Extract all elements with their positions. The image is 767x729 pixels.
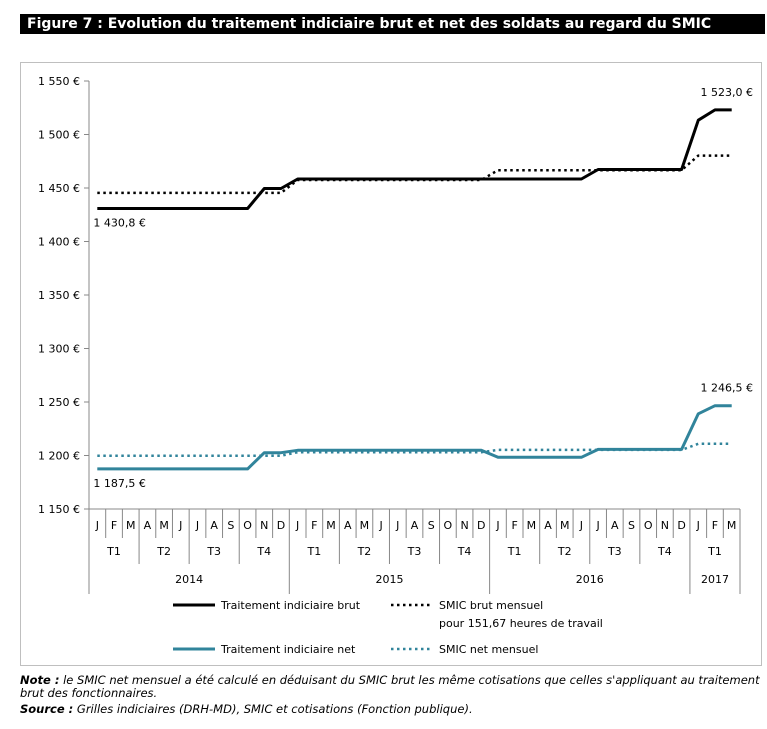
year-label: 2015 — [375, 573, 403, 586]
month-label: S — [628, 519, 635, 532]
month-label: O — [243, 519, 252, 532]
source-text: Grilles indiciaires (DRH-MD), SMIC et co… — [73, 702, 473, 716]
data-annotation: 1 187,5 € — [93, 477, 145, 490]
series-line-2 — [97, 154, 732, 195]
quarter-label: T3 — [407, 545, 422, 558]
month-label: O — [644, 519, 653, 532]
y-tick-label: 1 400 € — [38, 236, 80, 249]
month-label: J — [395, 519, 399, 532]
quarter-label: T1 — [106, 545, 121, 558]
month-label: F — [311, 519, 317, 532]
quarter-label: T2 — [357, 545, 372, 558]
month-label: D — [677, 519, 685, 532]
y-tick-label: 1 550 € — [38, 75, 80, 88]
month-label: J — [378, 519, 382, 532]
quarter-label: T3 — [607, 545, 622, 558]
quarter-label: T3 — [206, 545, 221, 558]
legend-label: SMIC brut mensuel — [439, 599, 543, 612]
y-tick-label: 1 350 € — [38, 289, 80, 302]
note-text: le SMIC net mensuel a été calculé en déd… — [20, 673, 760, 700]
y-tick-label: 1 150 € — [38, 503, 80, 516]
quarter-label: T4 — [657, 545, 672, 558]
y-tick-label: 1 500 € — [38, 129, 80, 142]
month-label: M — [326, 519, 336, 532]
month-label: F — [111, 519, 117, 532]
month-label: A — [210, 519, 218, 532]
month-label: A — [411, 519, 419, 532]
y-tick-label: 1 200 € — [38, 450, 80, 463]
line-chart: 1 150 € 1 200 € 1 250 € 1 300 € 1 350 € 1 400… — [38, 75, 753, 656]
data-annotation: 1 523,0 € — [701, 86, 753, 99]
source-label: Source : — [20, 702, 74, 716]
y-tick-label: 1 300 € — [38, 343, 80, 356]
month-label: A — [611, 519, 619, 532]
quarter-label: T2 — [557, 545, 572, 558]
month-label: M — [360, 519, 370, 532]
note-paragraph: Note : le SMIC net mensuel a été calculé… — [20, 674, 760, 700]
series-line-4 — [97, 442, 732, 457]
quarter-label: T1 — [306, 545, 321, 558]
legend-label-line2: pour 151,67 heures de travail — [439, 617, 603, 630]
month-label: N — [260, 519, 268, 532]
year-label: 2017 — [701, 573, 729, 586]
month-label: A — [344, 519, 352, 532]
month-label: M — [527, 519, 537, 532]
month-label: M — [727, 519, 737, 532]
data-annotation: 1 246,5 € — [701, 382, 753, 395]
month-label: M — [126, 519, 136, 532]
quarter-label: T2 — [156, 545, 171, 558]
series-line-1 — [97, 108, 732, 210]
month-label: J — [178, 519, 182, 532]
source-paragraph: Source : Grilles indiciaires (DRH-MD), S… — [20, 703, 760, 716]
month-label: A — [144, 519, 152, 532]
data-annotation: 1 430,8 € — [93, 217, 145, 230]
legend-label: Traitement indiciaire net — [220, 643, 356, 656]
month-label: M — [560, 519, 570, 532]
month-label: J — [579, 519, 583, 532]
month-label: N — [661, 519, 669, 532]
month-label: S — [428, 519, 435, 532]
month-label: J — [495, 519, 499, 532]
month-label: J — [195, 519, 199, 532]
series-line-3 — [97, 404, 732, 471]
figure-title: Figure 7 : Evolution du traitement indic… — [20, 14, 765, 34]
month-label: J — [95, 519, 99, 532]
month-label: D — [277, 519, 285, 532]
legend-label: Traitement indiciaire brut — [220, 599, 361, 612]
month-label: A — [544, 519, 552, 532]
year-label: 2016 — [576, 573, 604, 586]
note-label: Note : — [20, 673, 60, 687]
month-label: M — [159, 519, 169, 532]
month-label: F — [712, 519, 718, 532]
month-label: F — [511, 519, 517, 532]
month-label: J — [595, 519, 599, 532]
month-label: N — [460, 519, 468, 532]
legend-label: SMIC net mensuel — [439, 643, 538, 656]
quarter-label: T4 — [256, 545, 271, 558]
month-label: O — [444, 519, 453, 532]
notes-block: Note : le SMIC net mensuel a été calculé… — [20, 674, 760, 716]
month-label: S — [227, 519, 234, 532]
month-label: D — [477, 519, 485, 532]
month-label: J — [295, 519, 299, 532]
month-label: J — [696, 519, 700, 532]
y-tick-label: 1 250 € — [38, 396, 80, 409]
quarter-label: T1 — [507, 545, 522, 558]
quarter-label: T4 — [457, 545, 472, 558]
quarter-label: T1 — [707, 545, 722, 558]
y-tick-label: 1 450 € — [38, 182, 80, 195]
chart-frame: 1 150 € 1 200 € 1 250 € 1 300 € 1 350 € 1 400… — [20, 62, 762, 666]
year-label: 2014 — [175, 573, 203, 586]
